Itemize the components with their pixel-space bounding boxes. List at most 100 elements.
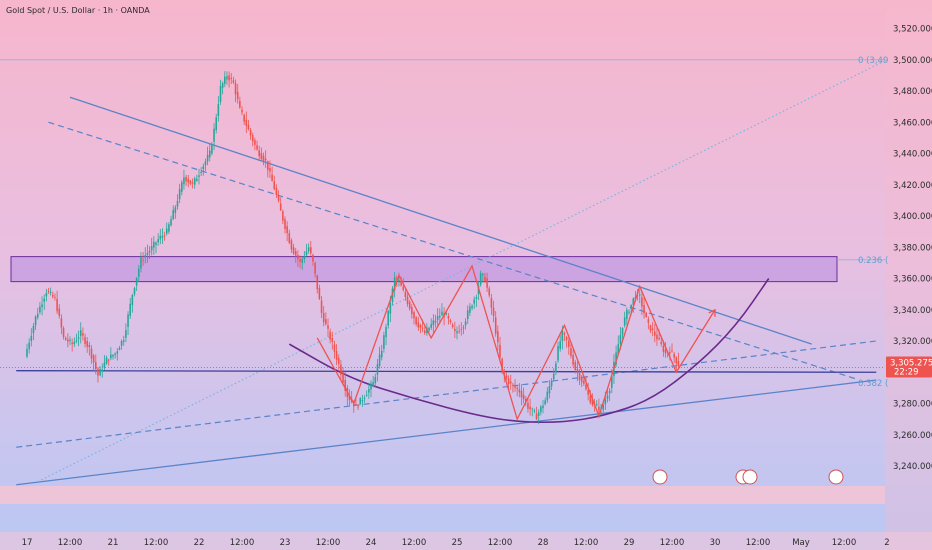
candle-body	[82, 333, 84, 336]
candle-body	[527, 402, 529, 409]
candle-body	[400, 281, 402, 286]
candle-body	[449, 320, 452, 322]
y-tick-label: 3,420.000	[893, 181, 932, 191]
candle-body	[333, 344, 336, 352]
candle-body	[67, 339, 69, 342]
trend-line-dashed[interactable]	[48, 121, 855, 380]
candle-body	[191, 182, 194, 184]
resistance-zone[interactable]	[10, 256, 838, 283]
candle-body	[95, 362, 97, 370]
trend-line-solid[interactable]	[16, 370, 877, 373]
candle-body	[619, 335, 622, 345]
x-tick-label: 12:00	[58, 538, 83, 548]
x-tick-label: 22	[194, 538, 205, 548]
candle-body	[408, 301, 411, 309]
trend-line-solid[interactable]	[16, 379, 877, 486]
candle-body	[118, 347, 121, 350]
candle-body	[370, 383, 372, 390]
candle-body	[69, 339, 71, 341]
candle-body	[99, 368, 101, 376]
candle-body	[604, 399, 607, 405]
x-tick-label: 21	[108, 538, 119, 548]
x-tick-label: 23	[280, 538, 291, 548]
candle-body	[383, 335, 385, 349]
candle-body	[647, 319, 650, 323]
candle-body	[525, 398, 527, 402]
time-axis[interactable]	[0, 532, 932, 550]
candle-body	[56, 298, 58, 312]
x-tick-label: 2	[884, 538, 889, 548]
candle-body	[155, 242, 157, 245]
candle-body	[505, 375, 508, 379]
candle-body	[243, 114, 245, 122]
y-tick-label: 3,340.000	[893, 306, 932, 316]
candle-body	[669, 351, 671, 354]
candle-body	[47, 291, 50, 292]
y-tick-label: 3,460.000	[893, 118, 932, 128]
x-tick-label: 17	[22, 538, 33, 548]
candle-body	[245, 119, 248, 126]
wave-projection-line[interactable]	[316, 264, 716, 421]
candle-body	[548, 386, 551, 394]
candle-body	[342, 372, 344, 383]
candle-body	[572, 355, 574, 365]
candle-body	[144, 255, 147, 258]
candle-body	[656, 334, 658, 340]
y-tick-label: 3,260.000	[893, 431, 932, 441]
x-tick-label: 12:00	[574, 538, 599, 548]
candle-body	[651, 328, 654, 330]
candle-body	[97, 368, 99, 376]
candle-body	[417, 322, 420, 328]
cup-arc-line[interactable]	[288, 278, 770, 424]
trend-line-solid[interactable]	[69, 96, 812, 345]
candle-body	[396, 278, 398, 280]
candle-body	[39, 306, 41, 313]
candle-body	[92, 355, 95, 363]
candle-body	[267, 161, 269, 171]
trend-line-dashed[interactable]	[16, 340, 877, 448]
candle-body	[574, 362, 577, 371]
candle-body	[183, 177, 185, 185]
candle-body	[641, 297, 643, 307]
candle-body	[120, 341, 123, 346]
candle-body	[540, 406, 542, 413]
candle-body	[41, 304, 43, 307]
candle-body	[275, 187, 278, 195]
candle-body	[204, 161, 207, 166]
price-axis[interactable]	[885, 0, 932, 550]
us-flag-icon[interactable]	[742, 469, 758, 485]
candle-body	[165, 228, 168, 234]
candle-body	[466, 310, 469, 320]
candle-body	[677, 360, 680, 367]
candle-body	[611, 376, 613, 388]
candle-body	[314, 262, 316, 274]
us-flag-icon[interactable]	[652, 469, 668, 485]
candle-body	[161, 235, 164, 238]
candle-body	[368, 389, 370, 393]
candle-body	[36, 313, 39, 318]
candle-body	[260, 153, 263, 159]
event-markers[interactable]	[652, 469, 844, 485]
candle-body	[215, 117, 217, 131]
price-tag-value: 3,305.275	[890, 358, 932, 368]
bottom-band	[0, 486, 885, 504]
candle-body	[168, 224, 170, 232]
candle-body	[49, 291, 52, 293]
candle-body	[107, 359, 110, 361]
candle-body	[378, 354, 381, 366]
candle-body	[464, 321, 467, 326]
candle-body	[671, 350, 673, 352]
candle-body	[239, 100, 241, 108]
candle-body	[430, 324, 432, 328]
us-flag-icon[interactable]	[828, 469, 844, 485]
fib-label: 0.236 (	[858, 256, 888, 266]
candle-body	[30, 335, 33, 341]
candle-body	[249, 130, 252, 136]
candle-body	[501, 358, 503, 371]
x-tick-label: 28	[538, 538, 549, 548]
candle-body	[522, 394, 525, 400]
candle-body	[660, 341, 663, 345]
candle-body	[559, 341, 561, 349]
y-tick-label: 3,500.000	[893, 56, 932, 66]
